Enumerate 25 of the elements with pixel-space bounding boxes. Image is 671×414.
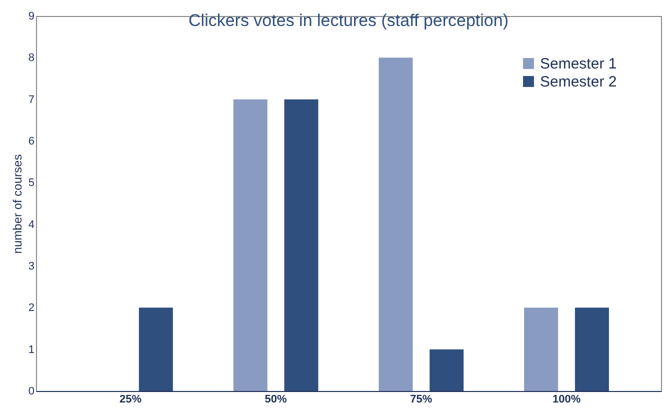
y-tick-label: 3 (28, 260, 34, 272)
bar (524, 308, 558, 391)
y-tick-label: 9 (28, 10, 34, 22)
bar (430, 349, 464, 391)
y-tick-label: 4 (28, 218, 34, 231)
chart-title: Clickers votes in lectures (staff perception) (188, 11, 508, 30)
legend-label: Semester 1 (540, 56, 617, 72)
bar (574, 308, 609, 391)
bar (233, 99, 268, 391)
x-tick-label: 75% (410, 394, 432, 406)
bar (284, 99, 318, 391)
x-tick-label: 50% (264, 394, 288, 406)
y-tick-label: 0 (28, 386, 34, 398)
legend-label: Semester 2 (540, 74, 617, 90)
y-tick-label: 6 (28, 136, 34, 148)
bar (138, 308, 173, 391)
x-tick-label: 100% (552, 394, 581, 406)
y-tick-label: 1 (28, 344, 34, 356)
y-axis-title: number of courses (10, 154, 24, 254)
x-tick-label: 25% (119, 394, 142, 406)
y-tick-label: 7 (28, 94, 34, 106)
y-tick-label: 8 (28, 52, 34, 64)
bar (378, 58, 413, 391)
y-tick-label: 5 (28, 177, 34, 190)
y-tick-label: 2 (28, 302, 34, 314)
